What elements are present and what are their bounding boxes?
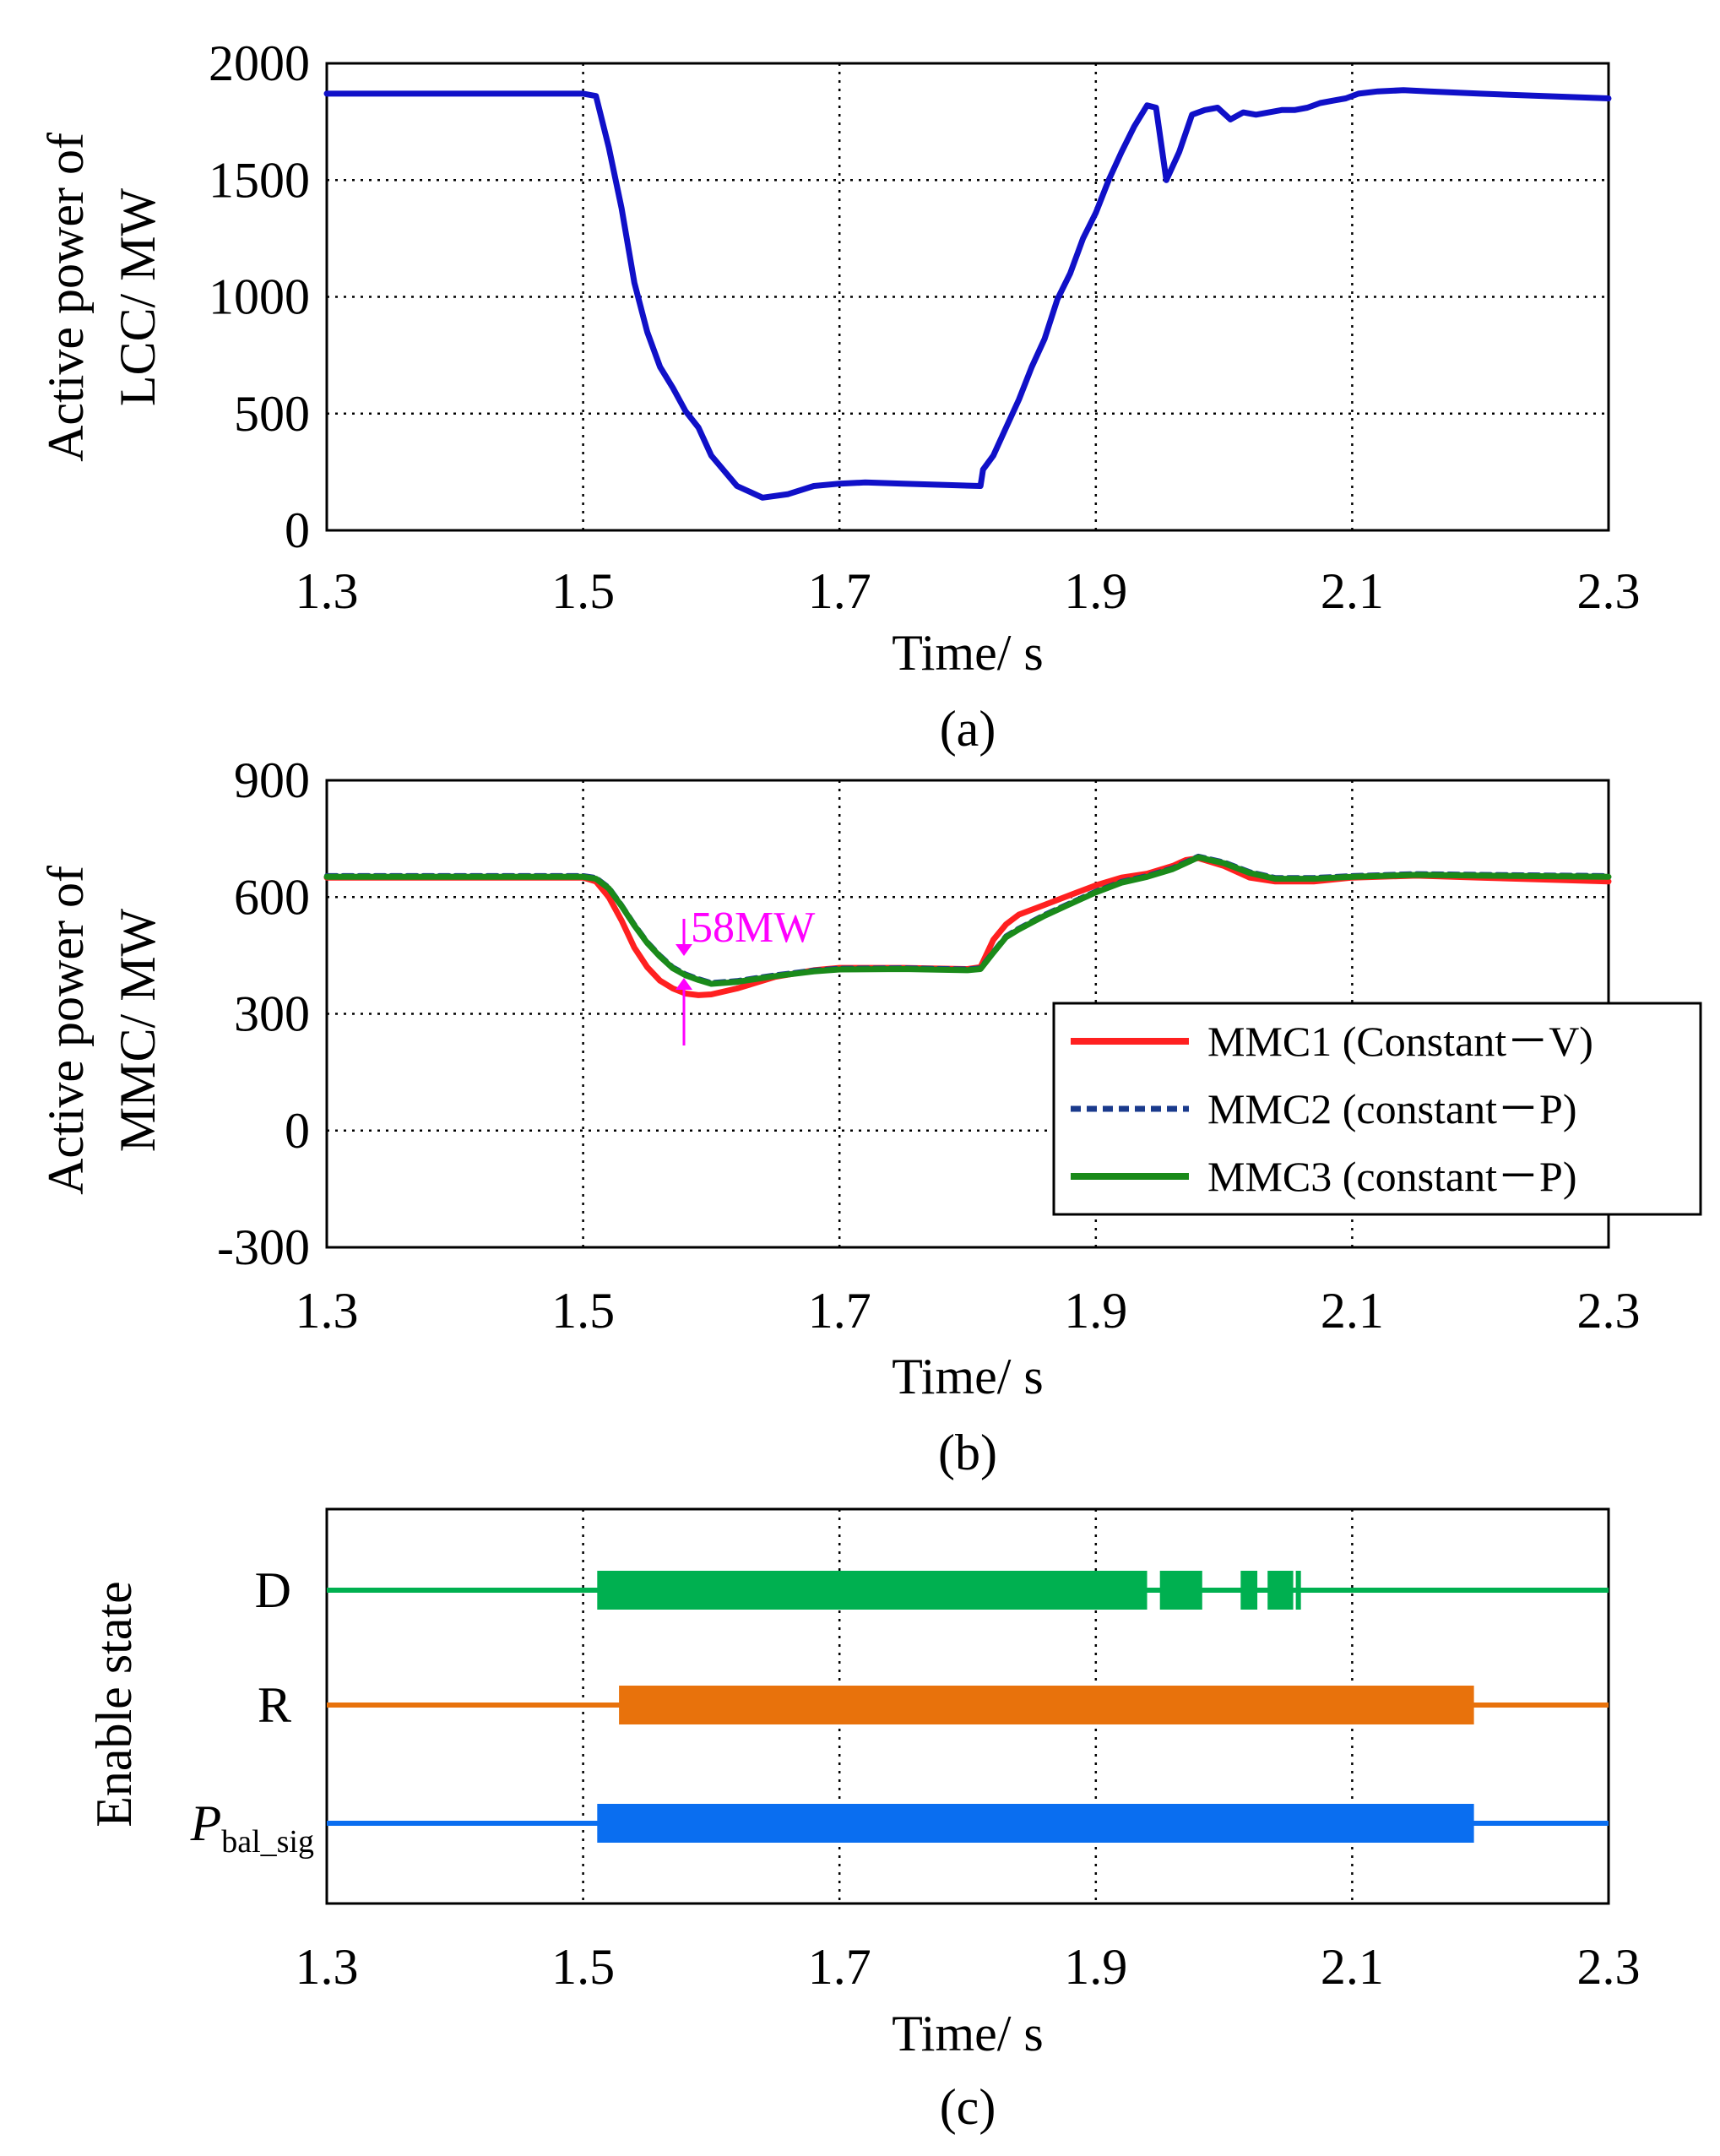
panel-a-ytick-label-0: 0 (285, 502, 310, 558)
panel-b-series (323, 853, 1612, 998)
state-row-0-enabled-4 (1295, 1571, 1301, 1610)
panel-c-xlabel: Time/ s (892, 2006, 1044, 2061)
panel-c-xtick-label-3: 1.9 (1064, 1939, 1127, 1995)
panel-b-xtick-label-2: 1.7 (808, 1283, 871, 1339)
panel-b-ylabel-line2: MMC/ MW (110, 908, 165, 1152)
panel-a-xtick-label-4: 2.1 (1321, 563, 1384, 619)
state-row-0-label: D (255, 1562, 291, 1618)
state-row-1-label: R (258, 1677, 291, 1733)
panel-a-lcc-power: 1.3 1.5 1.7 1.9 2.1 2.3 0 500 1000 1500 2000 Activ… (38, 35, 1641, 757)
panel-c-rows: D R Pbal_sig (190, 1562, 1609, 1860)
panel-b-xtick-label-4: 2.1 (1321, 1283, 1384, 1339)
panel-b-xtick-label-1: 1.5 (551, 1283, 615, 1339)
panel-b-caption: (b) (938, 1425, 997, 1480)
panel-b-xtick-label-0: 1.3 (296, 1283, 359, 1339)
panel-b-ytick-label-3: 600 (234, 869, 310, 925)
panel-c-caption: (c) (940, 2079, 996, 2135)
legend-label-mmc1: MMC1 (Constant－V) (1207, 1018, 1593, 1065)
panel-c-xtick-label-1: 1.5 (551, 1939, 615, 1995)
panel-c-ticks: 1.3 1.5 1.7 1.9 2.1 2.3 (296, 1939, 1641, 1995)
legend: MMC1 (Constant－V) MMC2 (constant－P) MMC3… (1052, 1002, 1702, 1216)
panel-a-grid (327, 63, 1609, 530)
state-row-2-label-sub: bal_sig (221, 1824, 314, 1860)
panel-c-enable-state: 1.3 1.5 1.7 1.9 2.1 2.3 D R Pbal_sig Enable sta… (86, 1507, 1641, 2135)
panel-a-ytick-label-2: 1000 (209, 269, 310, 325)
panel-a-xtick-label-2: 1.7 (808, 563, 871, 619)
state-row-1-enabled-0 (619, 1686, 1474, 1724)
panel-a-ticks: 1.3 1.5 1.7 1.9 2.1 2.3 0 500 1000 1500 2000 (209, 35, 1641, 619)
panel-a-ytick-label-3: 1500 (209, 152, 310, 208)
panel-b-xtick-label-5: 2.3 (1577, 1283, 1641, 1339)
state-row-0-enabled-2 (1240, 1571, 1258, 1610)
state-row-0-enabled-0 (597, 1571, 1148, 1610)
annotation-label: 58MW (691, 904, 815, 952)
panel-b-mmc-power: 1.3 1.5 1.7 1.9 2.1 2.3 -300 0 300 600 900 58MW MM… (38, 752, 1702, 1480)
panel-c-xtick-label-2: 1.7 (808, 1939, 871, 1995)
panel-b-ytick-label-4: 900 (234, 752, 310, 808)
state-row-2-enabled-0 (597, 1804, 1474, 1843)
panel-b-ytick-label-2: 300 (234, 986, 310, 1042)
panel-a-xtick-label-3: 1.9 (1064, 563, 1127, 619)
panel-a-xlabel: Time/ s (892, 625, 1044, 681)
panel-a-ylabel-line1: Active power of (38, 133, 94, 462)
panel-a-xtick-label-0: 1.3 (296, 563, 359, 619)
panel-b-xtick-label-3: 1.9 (1064, 1283, 1127, 1339)
state-row-2-label: Pbal_sig (190, 1795, 314, 1860)
panel-c-xtick-label-0: 1.3 (296, 1939, 359, 1995)
annotation-arrowhead-bottom (676, 978, 692, 990)
panel-b-ytick-label-0: -300 (217, 1219, 310, 1275)
state-row-2-label-main: P (190, 1795, 222, 1851)
panel-a-xtick-label-1: 1.5 (551, 563, 615, 619)
panel-a-ytick-label-4: 2000 (209, 35, 310, 91)
panel-b-ylabel-line1: Active power of (38, 866, 94, 1195)
panel-b-xlabel: Time/ s (892, 1349, 1044, 1404)
panel-c-ylabel: Enable state (86, 1581, 142, 1827)
panel-a-plot-frame (325, 62, 1610, 532)
legend-label-mmc3: MMC3 (constant－P) (1207, 1153, 1577, 1200)
annotation-arrowhead-top (676, 944, 692, 956)
state-row-0-enabled-3 (1267, 1571, 1294, 1610)
panel-b-series-0 (323, 855, 1612, 998)
panel-b-series-2 (323, 854, 1612, 987)
panel-a-xtick-label-5: 2.3 (1577, 563, 1641, 619)
state-row-0-enabled-1 (1159, 1571, 1202, 1610)
panel-c-xtick-label-4: 2.1 (1321, 1939, 1384, 1995)
panel-a-series-0 (323, 87, 1612, 501)
panel-b-ticks: 1.3 1.5 1.7 1.9 2.1 2.3 -300 0 300 600 900 (217, 752, 1640, 1339)
panel-b-ytick-label-1: 0 (285, 1103, 310, 1159)
panel-a-caption: (a) (940, 701, 996, 757)
panel-a-ylabel-line2: LCC/ MW (110, 187, 165, 406)
panel-c-xtick-label-5: 2.3 (1577, 1939, 1641, 1995)
legend-label-mmc2: MMC2 (constant－P) (1207, 1085, 1577, 1132)
annotation-58mw: 58MW (676, 904, 815, 1045)
panel-a-ytick-label-1: 500 (234, 386, 310, 442)
panel-a-series (323, 87, 1612, 501)
